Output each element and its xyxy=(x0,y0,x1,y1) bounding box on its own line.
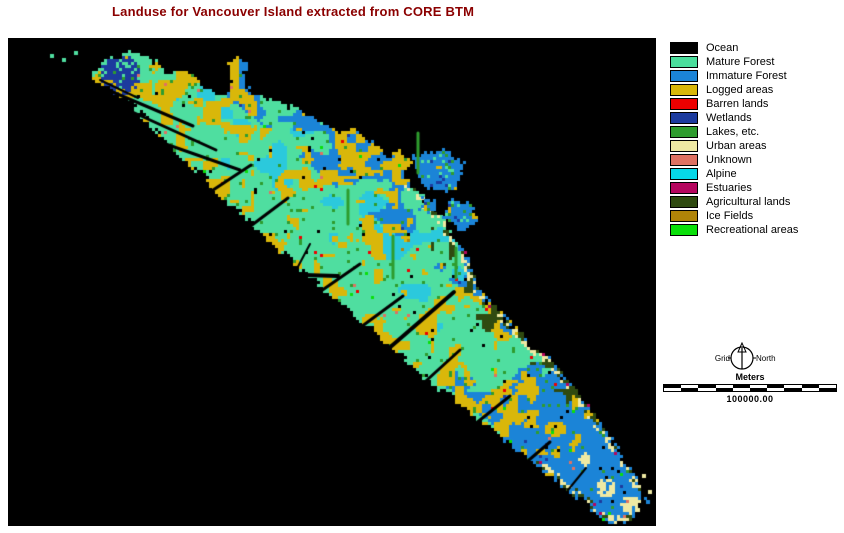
legend-label: Lakes, etc. xyxy=(706,126,760,138)
legend-label: Urban areas xyxy=(706,140,767,152)
page-title: Landuse for Vancouver Island extracted f… xyxy=(112,4,475,19)
scale-bar-segment xyxy=(715,388,733,391)
scale-bar-segment xyxy=(801,385,819,388)
legend-label: Estuaries xyxy=(706,182,752,194)
legend-swatch xyxy=(670,42,698,54)
legend-item: Estuaries xyxy=(670,181,798,195)
legend-swatch xyxy=(670,84,698,96)
legend-label: Logged areas xyxy=(706,84,774,96)
scale-bar-segment xyxy=(749,385,768,388)
legend-swatch xyxy=(670,70,698,82)
legend-item: Unknown xyxy=(670,153,798,167)
legend-label: Barren lands xyxy=(706,98,769,110)
legend-label: Agricultural lands xyxy=(706,196,791,208)
legend-item: Immature Forest xyxy=(670,69,798,83)
scale-bar-segment xyxy=(698,385,716,388)
scale-bar-segment xyxy=(749,388,768,391)
scale-bar-segment xyxy=(681,385,699,388)
legend-swatch xyxy=(670,140,698,152)
scale-bar-segment xyxy=(818,385,836,388)
legend-label: Ocean xyxy=(706,42,739,54)
legend-item: Mature Forest xyxy=(670,55,798,69)
scale-bar-segment xyxy=(784,385,802,388)
scale-bar-segment xyxy=(664,388,682,391)
compass-left-label: Grid xyxy=(715,354,730,363)
legend-item: Agricultural lands xyxy=(670,195,798,209)
legend: Ocean Mature Forest Immature Forest Logged … xyxy=(670,41,798,237)
legend-swatch xyxy=(670,168,698,180)
legend-label: Recreational areas xyxy=(706,224,799,236)
legend-item: Alpine xyxy=(670,167,798,181)
legend-item: Ice Fields xyxy=(670,209,798,223)
legend-label: Unknown xyxy=(706,154,752,166)
legend-swatch xyxy=(670,210,698,222)
scale-bar-segment xyxy=(767,385,785,388)
legend-swatch xyxy=(670,154,698,166)
scale-bar-segment xyxy=(681,388,699,391)
legend-swatch xyxy=(670,98,698,110)
scale-bar-segment xyxy=(767,388,785,391)
legend-swatch xyxy=(670,196,698,208)
scale-bar-segment xyxy=(715,385,733,388)
scale-bar-segment xyxy=(732,385,750,388)
scale-bar-segment xyxy=(698,388,716,391)
scalebar-units-label: Meters xyxy=(735,372,765,382)
legend-label: Wetlands xyxy=(706,112,752,124)
legend-item: Barren lands xyxy=(670,97,798,111)
legend-item: Wetlands xyxy=(670,111,798,125)
legend-item: Recreational areas xyxy=(670,223,798,237)
legend-item: Logged areas xyxy=(670,83,798,97)
legend-item: Urban areas xyxy=(670,139,798,153)
scale-bar-segment xyxy=(784,388,802,391)
compass-icon xyxy=(728,342,756,370)
scale-bar-segment xyxy=(664,385,682,388)
scale-bar-segment xyxy=(818,388,836,391)
compass-right-label: North xyxy=(756,354,776,363)
legend-swatch xyxy=(670,182,698,194)
scale-bar-segment xyxy=(732,388,750,391)
legend-swatch xyxy=(670,224,698,236)
legend-swatch xyxy=(670,126,698,138)
legend-item: Ocean xyxy=(670,41,798,55)
legend-label: Mature Forest xyxy=(706,56,775,68)
legend-swatch xyxy=(670,56,698,68)
scale-bar xyxy=(663,384,837,392)
landuse-map xyxy=(8,38,656,526)
legend-label: Ice Fields xyxy=(706,210,754,222)
north-arrow: Grid North xyxy=(715,342,776,370)
legend-label: Immature Forest xyxy=(706,70,787,82)
legend-label: Alpine xyxy=(706,168,737,180)
legend-item: Lakes, etc. xyxy=(670,125,798,139)
scale-bar-segment xyxy=(801,388,819,391)
legend-swatch xyxy=(670,112,698,124)
scalebar-value-label: 100000.00 xyxy=(726,394,774,404)
